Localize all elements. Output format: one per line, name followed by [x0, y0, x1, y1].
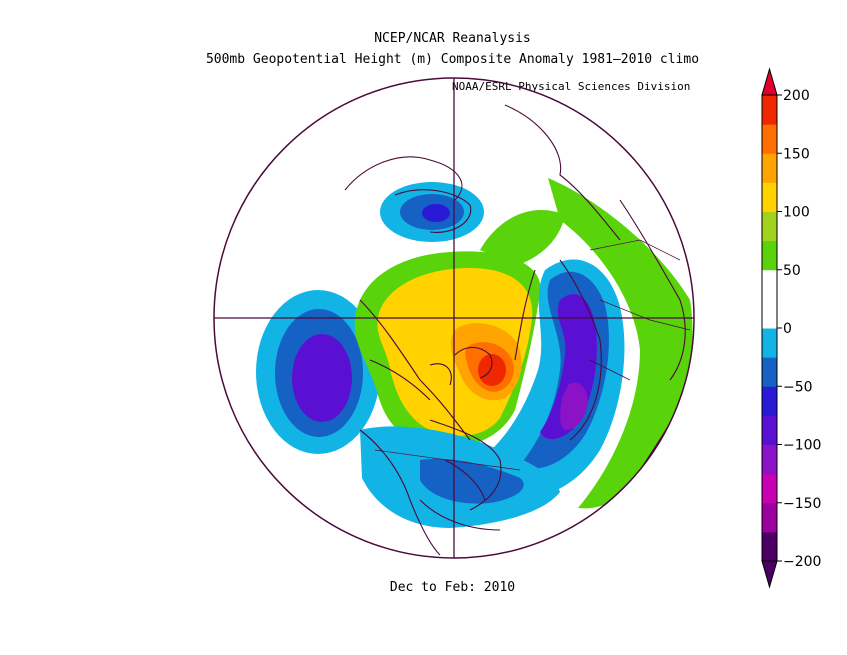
colorbar-cell: [762, 95, 777, 125]
anomaly-neg75-us: [420, 458, 524, 504]
anomaly-pos175-core: [478, 354, 506, 386]
map-subtitle-variable: 500mb Geopotential Height (m) Composite …: [205, 52, 700, 67]
borders: [374, 239, 691, 471]
colorbar-tick-label: 200: [783, 88, 810, 104]
colorbar-cell: [762, 502, 777, 533]
time-period-label: Dec to Feb: 2010: [389, 580, 516, 595]
colorbar-tick-label: −50: [783, 379, 813, 395]
colorbar-tick-label: −150: [783, 496, 821, 512]
colorbar-cell: [762, 211, 777, 242]
anomaly-neg100-greenland: [422, 204, 450, 222]
colorbar-cell: [762, 153, 777, 183]
colorbar-cell: [762, 531, 777, 562]
anomaly-pos25-greenland-arm: [480, 210, 565, 266]
colorbar-cell: [762, 240, 777, 271]
colorbar-over-triangle: [761, 67, 778, 96]
anomaly-neg100-pacific: [292, 334, 352, 422]
colorbar-tick-label: −200: [783, 554, 821, 570]
colorbar-cell: [762, 124, 777, 154]
colorbar-cell: [762, 328, 777, 358]
colorbar-tick-label: 150: [783, 146, 810, 162]
anomaly-pos25-eurasia-arc: [548, 178, 693, 509]
colorbar-tick-label: 50: [783, 263, 801, 279]
globe-outline: [213, 77, 695, 559]
colorbar-tick-label: 0: [783, 321, 792, 337]
map-title: NCEP/NCAR Reanalysis: [374, 31, 531, 46]
colorbar-cell: [762, 298, 777, 329]
colorbar-cell: [762, 444, 777, 475]
anomaly-neg125-europe: [560, 382, 588, 430]
colorbar-tick-label: −100: [783, 438, 821, 454]
colorbar-cell: [762, 269, 777, 300]
colorbar-cell: [762, 386, 777, 416]
colorbar-cell: [762, 357, 777, 387]
colorbar-cell: [762, 473, 777, 504]
colorbar-tick-label: 100: [783, 205, 810, 221]
colorbar-cell: [762, 182, 777, 212]
colorbar-cell: [762, 415, 777, 445]
credit-text: NOAA/ESRL Physical Sciences Division: [452, 80, 691, 93]
